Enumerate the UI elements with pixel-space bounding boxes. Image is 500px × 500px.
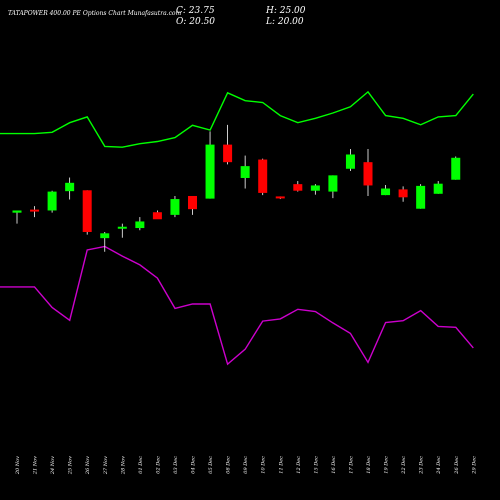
x-tick-label: 24 Dec: [436, 456, 442, 475]
x-tick-label: 02 Dec: [155, 456, 161, 474]
candle-down: [82, 190, 92, 232]
candle-up: [416, 185, 426, 209]
x-axis-labels: 20 Nov 21 Nov 24 Nov 25 Nov 26 Nov 27 Nov 28 N…: [15, 456, 477, 475]
candle-up: [100, 233, 110, 239]
x-tick-label: 24 Nov: [50, 456, 56, 475]
candle-up: [47, 191, 57, 211]
x-tick-label: 29 Dec: [471, 456, 477, 475]
chart-title: TATAPOWER 400.00 PE Options Chart Munafa…: [8, 10, 182, 17]
candle-down: [152, 212, 162, 220]
upper-band-line: [0, 90, 474, 148]
low-value: L: 20.00: [266, 17, 304, 27]
candle-up: [345, 154, 355, 169]
open-value: O: 20.50: [176, 17, 216, 27]
x-tick-label: 22 Dec: [401, 456, 407, 475]
candle-down: [293, 184, 303, 191]
x-tick-label: 15 Dec: [313, 456, 319, 474]
candle-down: [275, 196, 285, 199]
x-tick-label: 01 Dec: [138, 456, 144, 474]
x-tick-label: 10 Dec: [261, 456, 267, 474]
x-tick-label: 11 Dec: [278, 456, 284, 474]
x-tick-label: 12 Dec: [296, 456, 302, 474]
x-tick-label: 26 Nov: [85, 456, 91, 475]
candle-up: [170, 199, 180, 215]
candle-down: [30, 209, 40, 212]
candle-up: [381, 188, 391, 196]
x-tick-label: 17 Dec: [348, 456, 354, 474]
x-tick-label: 18 Dec: [366, 456, 372, 474]
candle-up: [65, 182, 75, 192]
x-tick-label: 03 Dec: [173, 456, 179, 474]
x-tick-label: 27 Nov: [103, 456, 109, 475]
x-tick-label: 09 Dec: [243, 456, 249, 474]
candle-down: [188, 195, 197, 210]
x-tick-label: 20 Nov: [15, 456, 21, 475]
x-tick-label: 16 Dec: [331, 456, 337, 474]
x-tick-label: 26 Dec: [454, 456, 460, 475]
close-value: C: 23.75: [176, 6, 215, 16]
candle-down: [258, 159, 268, 193]
x-tick-label: 04 Dec: [191, 456, 197, 474]
candle-up: [240, 166, 250, 178]
candle-up: [205, 144, 215, 199]
candle-down: [363, 162, 373, 186]
candle-up: [12, 210, 22, 213]
candle-up: [117, 226, 127, 229]
x-tick-label: 21 Nov: [33, 456, 39, 475]
candle-up: [135, 221, 145, 229]
candle-up: [451, 157, 461, 180]
x-tick-label: 25 Nov: [68, 456, 74, 475]
band-lines: [0, 90, 474, 366]
candle-up: [433, 183, 443, 194]
candles: [12, 124, 461, 252]
x-tick-label: 08 Dec: [226, 456, 232, 474]
x-tick-label: 19 Dec: [384, 456, 390, 474]
candle-down: [398, 189, 408, 198]
x-tick-label: 05 Dec: [208, 456, 214, 474]
lower-band-line: [0, 245, 474, 366]
candle-up: [310, 185, 320, 191]
x-tick-label: 28 Nov: [120, 456, 126, 475]
high-value: H: 25.00: [266, 6, 306, 16]
candle-down: [223, 144, 233, 163]
x-tick-label: 23 Dec: [419, 456, 425, 475]
candle-up: [328, 175, 338, 192]
